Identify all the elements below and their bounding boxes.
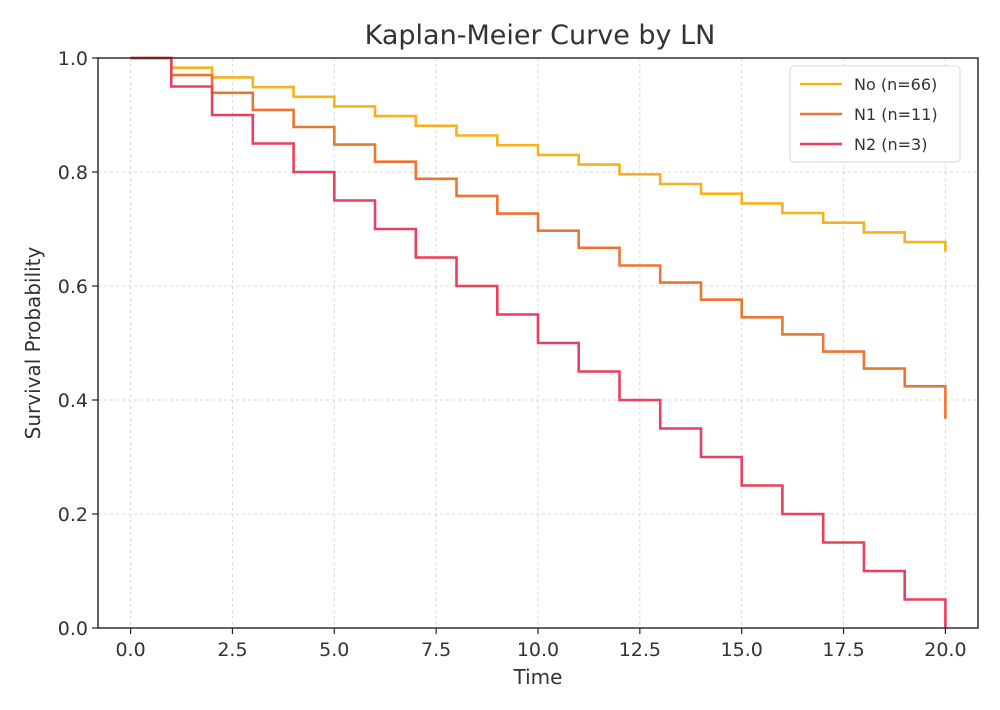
legend-label-1: N1 (n=11): [854, 105, 938, 124]
series-layer: [130, 56, 947, 628]
x-tick-label: 10.0: [517, 639, 559, 661]
legend: No (n=66) N1 (n=11) N2 (n=3): [789, 65, 961, 163]
y-tick-label: 0.0: [58, 618, 88, 640]
y-tick-label: 0.4: [58, 390, 88, 412]
x-axis-label: Time: [513, 665, 563, 689]
chart-title: Kaplan-Meier Curve by LN: [365, 20, 716, 51]
x-tick-label: 15.0: [721, 639, 763, 661]
series-line-1: [130, 56, 947, 419]
x-tick-label: 12.5: [619, 639, 661, 661]
legend-box: [789, 65, 961, 163]
legend-label-2: N2 (n=3): [854, 135, 927, 154]
x-tick-label: 2.5: [217, 639, 247, 661]
axis-ticks: 0.0 2.5 5.0 7.5 10.0 12.5 15.0 17.5 20.0 0.0 0.2 0.…: [58, 48, 967, 661]
x-tick-label: 17.5: [822, 639, 864, 661]
x-tick-label: 5.0: [319, 639, 349, 661]
y-axis-label: Survival Probability: [21, 246, 45, 439]
legend-label-0: No (n=66): [854, 75, 937, 94]
series-line-2: [130, 56, 947, 628]
x-tick-label: 0.0: [115, 639, 145, 661]
y-tick-label: 0.2: [58, 504, 88, 526]
x-tick-label: 20.0: [924, 639, 966, 661]
series-line-0: [130, 56, 947, 252]
y-tick-label: 0.8: [58, 162, 88, 184]
y-tick-label: 0.6: [58, 276, 88, 298]
y-tick-label: 1.0: [58, 48, 88, 70]
x-tick-label: 7.5: [421, 639, 451, 661]
